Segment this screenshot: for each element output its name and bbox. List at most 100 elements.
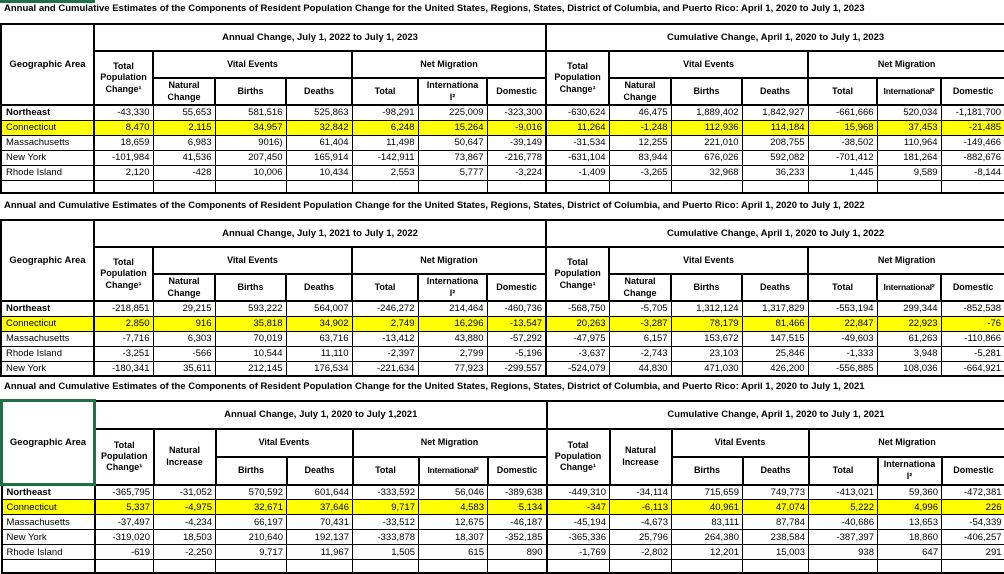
annual-value-cell[interactable]: -31,052 [154,485,216,500]
cumulative-value-cell[interactable]: 471,030 [671,361,742,376]
cumulative-value-cell[interactable]: -365,336 [547,530,610,545]
annual-value-cell[interactable]: 18,307 [419,530,488,545]
migration-total-header[interactable]: Total [808,78,877,105]
annual-value-cell[interactable]: 581,516 [215,105,286,120]
row-name-cell[interactable]: Massachusetts [1,331,94,346]
cumulative-value-cell[interactable]: 153,672 [671,331,742,346]
annual-value-cell[interactable]: -389,638 [488,485,547,500]
empty-cell[interactable] [216,560,287,573]
annual-value-cell[interactable]: 2,850 [94,316,153,331]
row-name-cell[interactable]: Connecticut [1,316,94,331]
annual-value-cell[interactable]: -566 [153,346,215,361]
cumulative-value-cell[interactable]: 5,222 [809,500,878,515]
domestic-header[interactable]: Domestic [941,274,1004,301]
cumulative-value-cell[interactable]: 6,157 [609,331,671,346]
cumulative-value-cell[interactable]: -1,333 [808,346,877,361]
births-header[interactable]: Births [215,274,286,301]
annual-value-cell[interactable]: -142,911 [352,150,418,165]
cumulative-value-cell[interactable]: 11,264 [546,120,609,135]
cumulative-value-cell[interactable]: -556,885 [808,361,877,376]
annual-value-cell[interactable]: 29,215 [153,301,215,316]
annual-change-header[interactable]: Annual Change, July 1, 2021 to July 1, 2… [94,220,546,247]
annual-value-cell[interactable]: 34,957 [215,120,286,135]
cumulative-value-cell[interactable]: 147,515 [742,331,808,346]
annual-value-cell[interactable]: 2,553 [352,165,418,180]
empty-cell[interactable] [609,180,671,193]
annual-value-cell[interactable]: -428 [153,165,215,180]
domestic-header[interactable]: Domestic [942,457,1004,485]
cumulative-value-cell[interactable]: -31,534 [546,135,609,150]
cumulative-value-cell[interactable]: 59,360 [878,485,942,500]
annual-value-cell[interactable]: 61,404 [286,135,352,150]
annual-value-cell[interactable]: 63,716 [286,331,352,346]
annual-value-cell[interactable]: -619 [95,545,154,560]
annual-value-cell[interactable]: 890 [488,545,547,560]
annual-value-cell[interactable]: 564,007 [286,301,352,316]
migration-total-header[interactable]: Total [353,457,419,485]
domestic-header[interactable]: Domestic [941,78,1004,105]
cumulative-value-cell[interactable]: 18,860 [878,530,942,545]
empty-cell[interactable] [878,560,942,573]
cumulative-value-cell[interactable]: -568,750 [546,301,609,316]
annual-value-cell[interactable]: 70,019 [215,331,286,346]
international-header[interactable]: International² [419,457,488,485]
cumulative-value-cell[interactable]: -5,281 [941,346,1004,361]
annual-value-cell[interactable]: 207,450 [215,150,286,165]
empty-cell[interactable] [352,180,418,193]
cumulative-value-cell[interactable]: -852,538 [941,301,1004,316]
annual-value-cell[interactable]: 210,640 [216,530,287,545]
cumulative-value-cell[interactable]: 22,847 [808,316,877,331]
annual-value-cell[interactable]: 1,505 [353,545,419,560]
annual-value-cell[interactable]: 5,777 [418,165,487,180]
annual-value-cell[interactable]: 6,303 [153,331,215,346]
annual-change-header[interactable]: Annual Change, July 1, 2022 to July 1, 2… [94,24,546,51]
empty-cell[interactable] [742,180,808,193]
annual-value-cell[interactable]: -13,547 [487,316,546,331]
annual-value-cell[interactable]: 165,914 [286,150,352,165]
cumulative-value-cell[interactable]: 226 [942,500,1004,515]
migration-total-header[interactable]: Total [352,78,418,105]
annual-value-cell[interactable]: 41,536 [153,150,215,165]
births-header[interactable]: Births [671,78,742,105]
net-migration-header[interactable]: Net Migration [809,429,1004,457]
annual-value-cell[interactable]: 225,009 [418,105,487,120]
annual-value-cell[interactable]: -2,397 [352,346,418,361]
migration-total-header[interactable]: Total [352,274,418,301]
annual-value-cell[interactable]: 176,534 [286,361,352,376]
annual-value-cell[interactable]: 18,659 [94,135,153,150]
cumulative-value-cell[interactable]: 3,948 [877,346,941,361]
cumulative-value-cell[interactable]: 36,233 [742,165,808,180]
cumulative-value-cell[interactable]: -8,144 [941,165,1004,180]
cumulative-value-cell[interactable]: 592,082 [742,150,808,165]
cumulative-value-cell[interactable]: 1,842,927 [742,105,808,120]
net-migration-header[interactable]: Net Migration [808,247,1004,274]
cumulative-value-cell[interactable]: 22,923 [877,316,941,331]
cumulative-value-cell[interactable]: 83,944 [609,150,671,165]
row-name-cell[interactable]: New York [1,150,94,165]
vital-events-header[interactable]: Vital Events [153,247,352,274]
annual-value-cell[interactable]: 15,264 [418,120,487,135]
annual-value-cell[interactable]: 18,503 [154,530,216,545]
cumulative-value-cell[interactable]: -347 [547,500,610,515]
annual-value-cell[interactable]: -221,634 [352,361,418,376]
international-header[interactable]: International² [877,274,941,301]
annual-value-cell[interactable]: 9,717 [216,545,287,560]
annual-value-cell[interactable]: 4,583 [419,500,488,515]
annual-value-cell[interactable]: 35,611 [153,361,215,376]
cumulative-change-header[interactable]: Cumulative Change, April 1, 2020 to July… [547,401,1004,429]
annual-value-cell[interactable]: -13,412 [352,331,418,346]
annual-value-cell[interactable]: -218,851 [94,301,153,316]
annual-value-cell[interactable]: 9016) [215,135,286,150]
geographic-area-header[interactable]: Geographic Area [1,24,94,105]
cumulative-value-cell[interactable]: 4,996 [878,500,942,515]
annual-value-cell[interactable]: -180,341 [94,361,153,376]
empty-cell[interactable] [809,560,878,573]
cumulative-value-cell[interactable]: 647 [878,545,942,560]
annual-value-cell[interactable]: 6,983 [153,135,215,150]
vital-events-header[interactable]: Vital Events [609,51,808,78]
empty-cell[interactable] [671,180,742,193]
total-population-change-header[interactable]: Total Population Change¹ [546,247,609,301]
row-name-cell[interactable]: New York [1,361,94,376]
deaths-header[interactable]: Deaths [742,78,808,105]
annual-value-cell[interactable]: -9,016 [487,120,546,135]
